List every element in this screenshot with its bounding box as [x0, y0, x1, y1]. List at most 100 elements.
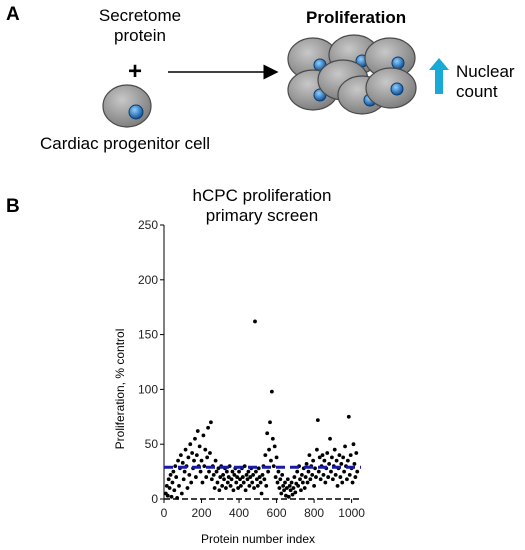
y-tick-label-100: 100 — [138, 382, 158, 396]
x-tick-label-1000: 1000 — [338, 506, 365, 520]
data-point — [287, 483, 292, 488]
data-point — [226, 475, 231, 479]
data-point — [320, 453, 325, 458]
data-point — [194, 453, 199, 458]
data-point — [178, 453, 183, 458]
data-point — [171, 469, 176, 474]
data-point — [257, 475, 262, 479]
data-point — [355, 469, 360, 474]
x-tick-label-200: 200 — [192, 506, 212, 520]
data-point — [350, 480, 355, 485]
nuclear-count-label: Nuclear count — [456, 62, 515, 102]
data-point — [278, 477, 283, 482]
data-point — [263, 453, 268, 458]
data-point — [177, 483, 181, 488]
data-point — [240, 475, 245, 479]
proliferation-title: Proliferation — [306, 8, 407, 27]
x-axis-label: Protein number index — [201, 532, 315, 546]
data-point — [292, 475, 297, 479]
data-point — [314, 475, 318, 479]
y-tick-label-150: 150 — [138, 328, 158, 342]
x-tick-label-0: 0 — [161, 506, 168, 520]
data-point — [234, 480, 239, 485]
data-point — [311, 458, 316, 463]
panel-b-letter: B — [6, 196, 20, 217]
data-point — [302, 486, 307, 490]
data-point — [187, 472, 192, 477]
data-point — [353, 475, 358, 479]
data-point — [243, 488, 248, 493]
data-point — [264, 483, 269, 488]
nuclear-line1: Nuclear — [456, 62, 515, 81]
data-point — [228, 483, 233, 488]
y-tick-label-0: 0 — [151, 492, 158, 506]
y-axis-label: Proliferation, % control — [113, 329, 127, 450]
x-tick-label-800: 800 — [304, 506, 324, 520]
data-point — [276, 469, 281, 474]
data-point — [347, 472, 352, 477]
data-point — [172, 488, 177, 493]
data-point — [198, 469, 203, 474]
data-point — [281, 483, 286, 488]
data-point — [330, 477, 335, 482]
data-point — [335, 483, 340, 488]
data-point — [345, 477, 349, 482]
data-point — [202, 464, 207, 469]
data-point — [244, 472, 249, 477]
x-tick-label-400: 400 — [229, 506, 249, 520]
data-point — [272, 444, 277, 449]
data-point — [277, 486, 282, 490]
data-point — [270, 436, 275, 441]
data-point — [342, 469, 347, 474]
data-point — [317, 455, 322, 460]
data-point — [313, 466, 317, 471]
data-point — [305, 480, 310, 485]
data-point — [351, 442, 356, 447]
data-point — [258, 480, 263, 485]
plus-sign: + — [128, 58, 143, 85]
y-tick-label-250: 250 — [138, 218, 158, 232]
data-point — [239, 483, 243, 488]
data-point — [323, 480, 328, 485]
data-point — [230, 469, 235, 474]
data-point — [345, 458, 350, 463]
data-point — [246, 469, 251, 474]
data-point — [300, 480, 305, 485]
data-point — [271, 464, 276, 469]
data-point — [188, 442, 193, 447]
data-point — [329, 469, 333, 474]
data-point — [354, 451, 359, 455]
data-point — [310, 472, 315, 477]
data-point — [337, 453, 342, 458]
cardiac-progenitor-label: Cardiac progenitor cell — [40, 134, 211, 153]
data-point — [269, 458, 273, 463]
data-point — [220, 483, 225, 488]
data-point — [174, 475, 179, 479]
data-point — [352, 462, 357, 466]
single-cell — [102, 84, 152, 128]
data-point — [247, 483, 252, 488]
data-point — [293, 490, 298, 495]
proliferated-cell-cluster — [287, 34, 417, 115]
data-point — [289, 480, 294, 485]
data-point — [204, 475, 209, 479]
data-point — [182, 469, 187, 474]
data-point — [192, 458, 196, 463]
chart-title-line2: primary screen — [206, 206, 318, 225]
data-point — [295, 469, 300, 474]
nuclear-line2: count — [456, 82, 498, 101]
data-point — [224, 469, 229, 474]
data-point — [201, 433, 206, 438]
data-point — [318, 477, 323, 482]
data-point — [266, 469, 271, 474]
data-point — [315, 418, 320, 422]
data-point — [268, 420, 272, 425]
data-point — [312, 483, 316, 488]
data-point — [326, 475, 331, 479]
data-point — [236, 486, 241, 490]
data-point — [275, 480, 280, 485]
data-point — [167, 486, 172, 490]
data-point — [267, 447, 271, 452]
data-point — [327, 462, 332, 466]
data-point — [180, 460, 185, 465]
